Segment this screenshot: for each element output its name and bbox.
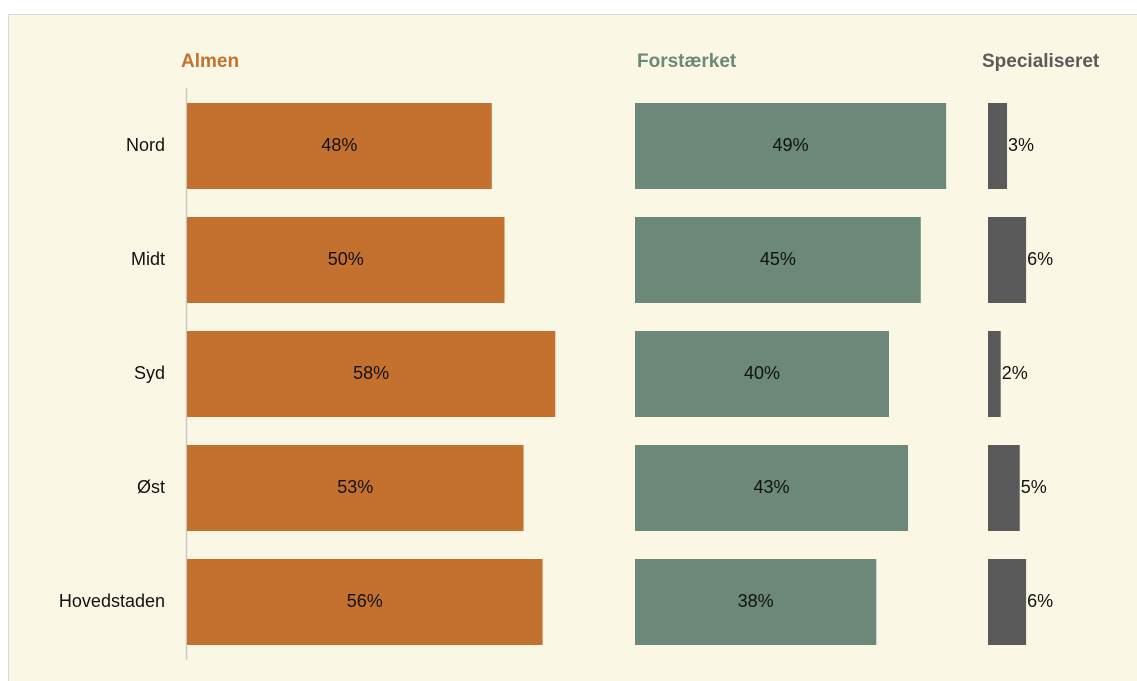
- bar: [635, 103, 947, 189]
- value-label: 56%: [347, 591, 383, 611]
- bar: [988, 217, 1027, 303]
- bar: [988, 559, 1027, 645]
- bar: [187, 103, 492, 189]
- y-tick-label: Nord: [126, 135, 165, 155]
- y-tick-label: Hovedstaden: [59, 591, 165, 611]
- bar: [988, 103, 1008, 189]
- value-label: 48%: [321, 135, 357, 155]
- bar: [187, 217, 505, 303]
- y-tick-label: Midt: [131, 249, 165, 269]
- panel-title: Almen: [181, 51, 239, 72]
- panel-title: Forstærket: [637, 51, 737, 72]
- bar: [988, 445, 1020, 531]
- value-label: 53%: [337, 477, 373, 497]
- y-tick-label: Øst: [137, 477, 165, 497]
- bar: [187, 559, 543, 645]
- value-label: 3%: [1008, 135, 1034, 155]
- bar: [187, 331, 556, 417]
- bar: [187, 445, 524, 531]
- bar: [635, 559, 877, 645]
- value-label: 50%: [328, 249, 364, 269]
- bar: [635, 217, 921, 303]
- value-label: 40%: [744, 363, 780, 383]
- value-label: 38%: [738, 591, 774, 611]
- bar: [635, 445, 909, 531]
- chart-background: [8, 14, 1137, 681]
- y-tick-label: Syd: [134, 363, 165, 383]
- value-label: 2%: [1002, 363, 1028, 383]
- value-label: 43%: [754, 477, 790, 497]
- value-label: 58%: [353, 363, 389, 383]
- panel-title: Specialiseret: [982, 51, 1100, 72]
- value-label: 6%: [1027, 249, 1053, 269]
- bar: [635, 331, 889, 417]
- value-label: 49%: [773, 135, 809, 155]
- value-label: 5%: [1021, 477, 1047, 497]
- value-label: 6%: [1027, 591, 1053, 611]
- value-label: 45%: [760, 249, 796, 269]
- bar: [988, 331, 1001, 417]
